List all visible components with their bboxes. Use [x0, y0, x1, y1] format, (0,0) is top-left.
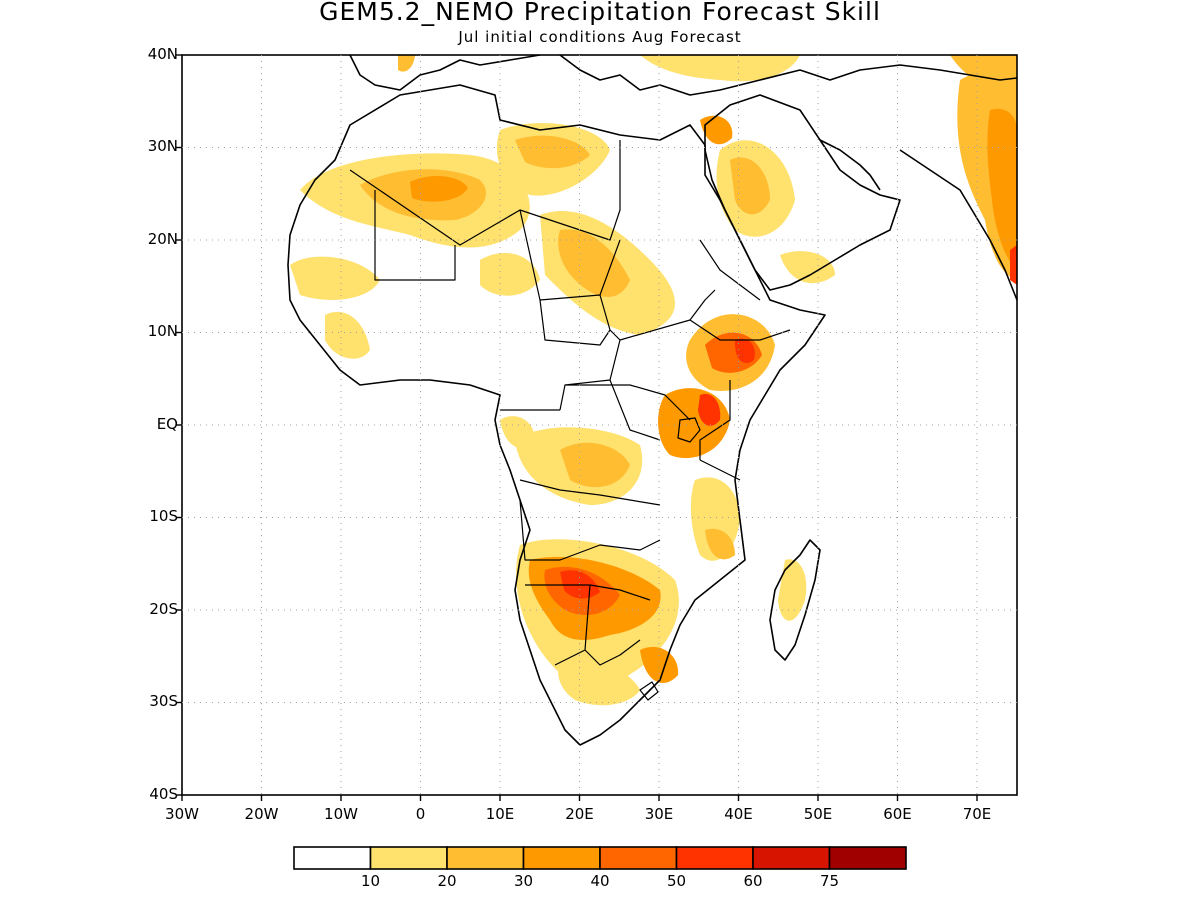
skill-region-uganda-core [698, 393, 721, 426]
lon-label-30e: 30E [644, 805, 674, 823]
legend-label-30: 30 [513, 872, 534, 890]
axis-ticks [176, 54, 978, 801]
skill-region-yemen [780, 251, 835, 284]
legend-swatch-3 [522, 846, 601, 870]
legend-swatch-1 [369, 846, 448, 870]
lat-label-10s: 10S [149, 507, 178, 525]
lat-label-10n: 10N [147, 322, 178, 340]
legend-swatch-2 [446, 846, 525, 870]
skill-region-sudan-core [558, 229, 630, 297]
country-borders [349, 140, 791, 666]
legend-swatch-5 [675, 846, 754, 870]
lon-label-10w: 10W [324, 805, 358, 823]
lon-label-50e: 50E [803, 805, 833, 823]
legend-label-60: 60 [743, 872, 763, 890]
skill-region-spain [398, 55, 415, 72]
lesotho-border [639, 681, 659, 701]
lon-label-10e: 10E [485, 805, 515, 823]
skill-region-west-africa [290, 256, 380, 300]
legend-swatch-0 [293, 846, 372, 870]
lat-label-20n: 20N [147, 230, 178, 248]
skill-region-guinea [325, 311, 370, 359]
skill-region-tanzania-core [705, 528, 735, 560]
map-title: GEM5.2_NEMO Precipitation Forecast Skill [319, 0, 881, 26]
legend-swatch-4 [599, 846, 678, 870]
legend-label-40: 40 [590, 872, 610, 890]
lon-label-60e: 60E [883, 805, 912, 823]
lon-label-0: 0 [415, 805, 426, 823]
legend-label-20: 20 [437, 872, 457, 890]
skill-region-madagascar [778, 559, 807, 621]
lon-label-70e: 70E [962, 805, 992, 823]
lat-label-30n: 30N [147, 137, 178, 155]
skill-shading [290, 55, 1017, 706]
skill-region-natal [640, 646, 679, 683]
india-coastline [899, 149, 1018, 301]
skill-region-congo-core [560, 442, 630, 488]
lat-label-40n: 40N [147, 45, 178, 63]
lat-label-40s: 40S [149, 785, 178, 803]
mediterranean-north-coastline [559, 54, 1018, 96]
arabia-coastline [704, 94, 901, 291]
lake-victoria [677, 417, 701, 443]
legend-swatch-7 [828, 846, 907, 870]
lon-label-40e: 40E [724, 805, 753, 823]
skill-region-south-africa [558, 657, 640, 706]
lon-label-30w: 30W [165, 805, 199, 823]
europe-coastline [349, 54, 541, 91]
lat-label-30s: 30S [149, 692, 178, 710]
legend-label-50: 50 [666, 872, 687, 890]
madagascar-coastline [769, 539, 821, 661]
skill-region-libya-core [515, 135, 590, 169]
skill-region-india-core [987, 108, 1017, 271]
skill-region-india-peak [1010, 245, 1017, 285]
skill-region-chad [480, 252, 540, 296]
skill-region-west-sahara-peak [410, 176, 468, 202]
legend-swatch-6 [752, 846, 831, 870]
persian-gulf-coastline [819, 139, 881, 191]
lon-label-20e: 20E [565, 805, 594, 823]
skill-region-gabon [500, 416, 535, 449]
lat-label-20s: 20S [149, 600, 178, 618]
legend-label-10: 10 [360, 872, 381, 890]
skill-region-mediterranean [640, 55, 800, 82]
skill-region-arabia-core [730, 157, 770, 215]
lon-label-20w: 20W [244, 805, 279, 823]
legend-label-75: 75 [819, 872, 840, 890]
legend-bar [293, 846, 907, 870]
coastlines [287, 54, 1018, 746]
skill-region-ethiopia-peak [734, 338, 755, 364]
skill-region-nw-corner [950, 55, 1017, 87]
lat-label-eq: EQ [156, 415, 178, 433]
map-subtitle: Jul initial conditions Aug Forecast [458, 28, 742, 46]
